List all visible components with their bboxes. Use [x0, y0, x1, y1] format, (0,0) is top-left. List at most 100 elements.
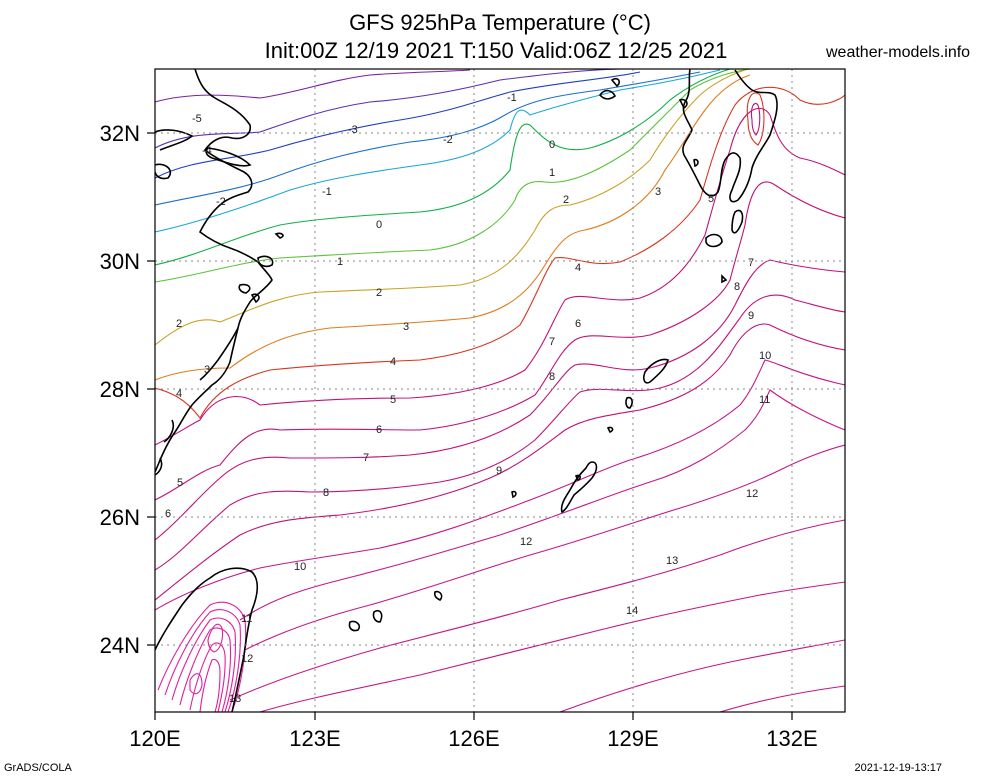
isotherm-2: [155, 69, 746, 346]
contour-label: -2: [216, 196, 226, 208]
footer-credit: GrADS/COLA: [4, 762, 72, 774]
contour-label: 13: [666, 555, 678, 567]
contour-labels: -5 -4 -3 -2 -2 -1 -1 0 0 1 1 2 2 2 3 3 3…: [165, 92, 771, 705]
contour-label: -1: [507, 92, 517, 104]
lat-labels: 32N 30N 28N 26N 24N: [100, 121, 140, 658]
contour-label: 6: [165, 508, 171, 520]
taiwan: [155, 567, 259, 712]
contour-label: 5: [708, 193, 714, 205]
site-watermark: weather-models.info: [826, 44, 971, 61]
isotherm-1: [155, 69, 751, 283]
amami-oshima: [643, 358, 669, 384]
tanegashima: [731, 209, 744, 234]
map-title: GFS 925hPa Temperature (°C): [349, 10, 651, 35]
tokara-islet: [721, 274, 728, 284]
lat-label: 30N: [100, 249, 140, 274]
miyako-islands: [433, 590, 443, 601]
contour-label: -4: [202, 145, 212, 157]
kyushu-warm-loop-inner: [750, 102, 761, 136]
map-subtitle: Init:00Z 12/19 2021 T:150 Valid:06Z 12/2…: [264, 38, 728, 63]
lon-label: 132E: [766, 726, 817, 751]
kyushu: [682, 69, 778, 203]
isotherm-16: [719, 685, 845, 712]
kume-island: [511, 490, 517, 499]
contour-label: 11: [241, 613, 252, 625]
isotherm-8: [155, 294, 845, 571]
contour-label: 4: [575, 262, 581, 274]
lat-label: 26N: [100, 505, 140, 530]
contour-label: 2: [176, 318, 182, 330]
tick-marks: [147, 132, 793, 720]
contour-label: 11: [759, 394, 770, 406]
contour-label: 8: [323, 487, 329, 499]
yangtze-mouth: [205, 147, 252, 167]
isotherm-15: [559, 639, 845, 712]
coastlines: [155, 69, 778, 712]
contour-label: 2: [376, 287, 382, 299]
okinoerabu: [606, 426, 614, 434]
contour-label: -3: [348, 124, 358, 136]
contour-label: 7: [363, 452, 369, 464]
contour-label: 10: [759, 350, 771, 362]
contour-label: -2: [443, 134, 453, 146]
contour-label: -5: [192, 113, 202, 125]
taiwan-contours: [157, 601, 247, 712]
contour-label: 12: [520, 536, 532, 548]
contour-label: 4: [390, 356, 396, 368]
isotherm-13: [229, 519, 845, 701]
kyushu-islands: [678, 98, 699, 168]
contour-label: 7: [748, 257, 754, 269]
contour-label: 1: [549, 167, 555, 179]
lon-label: 129E: [607, 726, 658, 751]
contour-label: 5: [390, 394, 396, 406]
contour-label: 13: [229, 693, 241, 705]
lon-label: 123E: [289, 726, 340, 751]
contour-label: 5: [177, 477, 183, 489]
isotherms: [155, 69, 845, 712]
china-coast: [155, 69, 273, 473]
isotherm-minus4: [155, 69, 621, 149]
contour-label: 3: [204, 364, 210, 376]
isotherm-3: [155, 74, 751, 381]
contour-label: 4: [176, 388, 182, 400]
contour-label: 9: [748, 310, 754, 322]
contour-label: 10: [294, 561, 306, 573]
okinawa: [560, 461, 598, 514]
isotherm-minus5: [155, 69, 471, 103]
contour-label: 8: [734, 281, 740, 293]
yakushima: [705, 233, 723, 248]
isotherm-11: [239, 389, 845, 621]
isotherm-minus1: [155, 69, 721, 233]
lon-label: 120E: [129, 726, 180, 751]
contour-label: 14: [626, 605, 638, 617]
zhoushan-islands: [238, 232, 284, 304]
isotherm-minus2: [155, 71, 701, 206]
contour-label: 6: [575, 318, 581, 330]
contour-label: 3: [403, 321, 409, 333]
contour-label: 12: [746, 488, 758, 500]
lat-label: 32N: [100, 121, 140, 146]
lat-label: 24N: [100, 633, 140, 658]
contour-label: 0: [376, 219, 382, 231]
lon-label: 126E: [448, 726, 499, 751]
contour-label: 3: [655, 186, 661, 198]
fujian-coast: [155, 327, 239, 476]
contour-label: 8: [549, 371, 555, 383]
isotherm-9: [155, 323, 845, 601]
isotherm-7: [155, 259, 845, 541]
isotherm-4: [155, 86, 845, 420]
contour-label: -1: [322, 186, 332, 198]
contour-label: 2: [563, 194, 569, 206]
isotherm-6: [155, 181, 845, 501]
footer-timestamp: 2021-12-19-13:17: [854, 762, 942, 774]
shanghai-coast: [155, 129, 194, 180]
tokunoshima: [625, 396, 633, 409]
contour-label: 9: [496, 465, 502, 477]
contour-label: 6: [376, 424, 382, 436]
lat-label: 28N: [100, 377, 140, 402]
yaeyama-islands: [348, 609, 383, 632]
isotherm-10: [155, 359, 845, 611]
contour-label: 0: [549, 139, 555, 151]
lon-labels: 120E 123E 126E 129E 132E: [129, 726, 817, 751]
